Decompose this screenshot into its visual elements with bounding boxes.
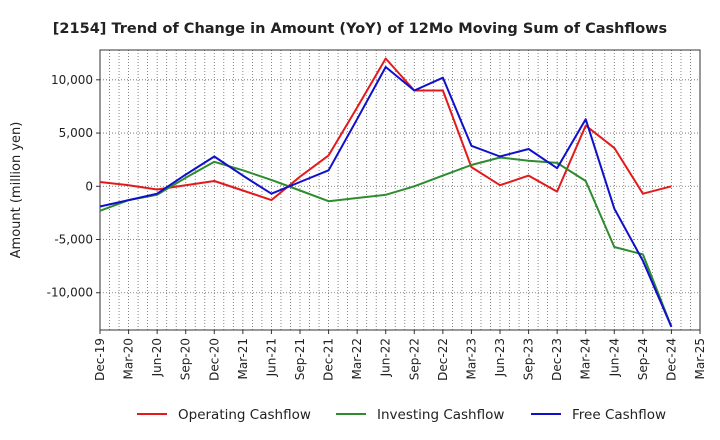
x-tick-label: Sep-21 bbox=[293, 338, 307, 380]
y-axis: 10,000 5,000 0 -5,000 -10,000 bbox=[47, 73, 100, 300]
x-tick-label: Jun-23 bbox=[493, 338, 507, 377]
x-tick-label: Dec-19 bbox=[93, 338, 107, 381]
x-tick-label: Sep-23 bbox=[522, 338, 536, 380]
y-tick-label: -10,000 bbox=[47, 286, 93, 300]
y-tick-label: 10,000 bbox=[51, 73, 93, 87]
x-tick-label: Sep-24 bbox=[636, 338, 650, 380]
x-tick-label: Jun-22 bbox=[379, 338, 393, 377]
x-tick-label: Sep-22 bbox=[407, 338, 421, 380]
legend-label-operating-cashflow: Operating Cashflow bbox=[178, 407, 311, 423]
x-tick-label: Jun-24 bbox=[607, 338, 621, 377]
y-tick-label: 5,000 bbox=[59, 126, 93, 140]
x-tick-label: Dec-22 bbox=[436, 338, 450, 381]
legend-label-investing-cashflow: Investing Cashflow bbox=[377, 407, 504, 423]
series-line-investing-cashflow bbox=[99, 156, 673, 328]
x-tick-label: Mar-23 bbox=[464, 338, 478, 379]
series-line-operating-cashflow bbox=[99, 57, 672, 202]
series-line-free-cashflow bbox=[99, 66, 673, 328]
y-axis-label: Amount (million yen) bbox=[9, 122, 24, 259]
x-tick-label: Sep-20 bbox=[179, 338, 193, 380]
plot-frame bbox=[99, 49, 701, 331]
legend-label-free-cashflow: Free Cashflow bbox=[572, 407, 666, 423]
x-tick-label: Mar-25 bbox=[693, 338, 707, 379]
y-tick-label: -5,000 bbox=[54, 233, 93, 247]
series-lines bbox=[99, 57, 673, 328]
legend: Operating Cashflow Investing Cashflow Free… bbox=[137, 407, 666, 423]
x-tick-label: Dec-23 bbox=[550, 338, 564, 381]
chart-title: [2154] Trend of Change in Amount (YoY) o… bbox=[53, 21, 667, 37]
x-tick-label: Mar-20 bbox=[122, 338, 136, 379]
x-tick-label: Dec-20 bbox=[207, 338, 221, 381]
x-tick-label: Mar-21 bbox=[236, 338, 250, 379]
x-tick-label: Mar-22 bbox=[350, 338, 364, 379]
y-tick-label: 0 bbox=[85, 179, 93, 193]
x-axis: Dec-19 Mar-20 Jun-20 Sep-20 Dec-20 Mar-21 Jun-… bbox=[93, 330, 707, 381]
x-tick-label: Mar-24 bbox=[579, 338, 593, 379]
x-tick-label: Jun-20 bbox=[150, 338, 164, 377]
x-tick-label: Jun-21 bbox=[264, 338, 278, 377]
x-tick-label: Dec-21 bbox=[322, 338, 336, 381]
x-tick-label: Dec-24 bbox=[664, 338, 678, 381]
